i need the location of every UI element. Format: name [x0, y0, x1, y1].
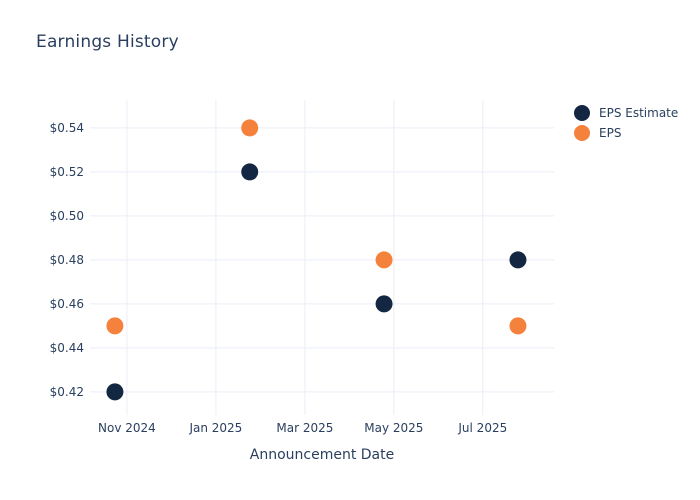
data-point-eps[interactable]	[241, 119, 259, 137]
x-axis-title: Announcement Date	[249, 447, 395, 463]
data-point-eps-estimate[interactable]	[106, 383, 124, 401]
y-tick-label: $0.50	[50, 209, 84, 223]
legend-label: EPS	[599, 126, 622, 140]
y-tick-label: $0.42	[50, 385, 84, 399]
legend-item-eps-estimate[interactable]: EPS Estimate	[574, 103, 678, 123]
data-point-eps[interactable]	[509, 317, 527, 335]
plot-area[interactable]	[90, 100, 554, 415]
y-tick-label: $0.52	[50, 165, 84, 179]
x-tick-label: Mar 2025	[276, 421, 333, 435]
chart-title: Earnings History	[36, 32, 179, 52]
legend-marker-icon	[574, 125, 590, 141]
legend-marker-icon	[574, 105, 590, 121]
legend: EPS Estimate EPS	[574, 103, 678, 143]
x-tick-label: Nov 2024	[98, 421, 156, 435]
y-tick-label: $0.44	[50, 341, 84, 355]
legend-item-eps[interactable]: EPS	[574, 123, 678, 143]
y-tick-label: $0.48	[50, 253, 84, 267]
y-tick-label: $0.46	[50, 297, 84, 311]
data-point-eps-estimate[interactable]	[241, 163, 259, 181]
x-tick-label: Jul 2025	[457, 421, 507, 435]
data-point-eps[interactable]	[375, 251, 393, 269]
data-point-eps[interactable]	[106, 317, 124, 335]
x-tick-label: Jan 2025	[188, 421, 242, 435]
x-tick-label: May 2025	[364, 421, 423, 435]
y-tick-label: $0.54	[50, 121, 84, 135]
data-point-eps-estimate[interactable]	[375, 295, 393, 313]
data-point-eps-estimate[interactable]	[509, 251, 527, 269]
legend-label: EPS Estimate	[599, 106, 679, 120]
